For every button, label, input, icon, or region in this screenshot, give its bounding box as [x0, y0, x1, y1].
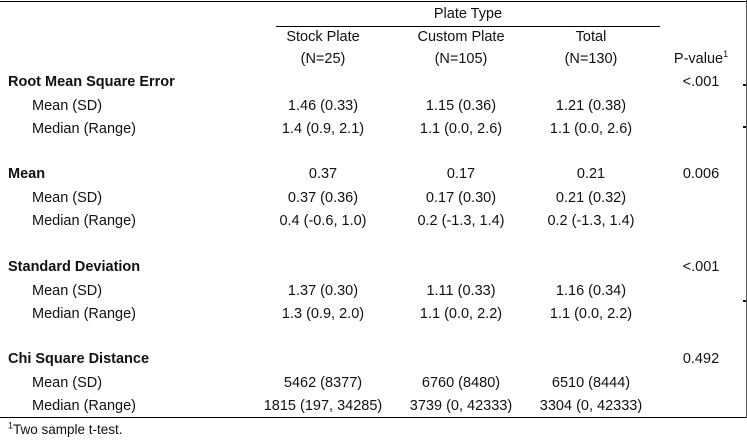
- section-summary-cell: 0.17: [446, 166, 476, 182]
- value-cell: 0.37 (0.36): [287, 189, 359, 206]
- value-cell: 1.46 (0.33): [287, 97, 359, 114]
- plate-type-header: Plate Type: [433, 6, 503, 22]
- row-label: Mean (SD): [32, 282, 103, 299]
- section-title: Chi Square Distance: [8, 351, 150, 367]
- value-cell: 1.21 (0.38): [555, 97, 627, 114]
- value-cell: 1.1 (0.0, 2.2): [549, 306, 633, 322]
- value-cell: 1.16 (0.34): [555, 282, 627, 299]
- value-cell: 1.11 (0.33): [426, 282, 496, 299]
- row-label: Mean (SD): [32, 374, 103, 391]
- value-cell: 0.2 (-1.3, 1.4): [547, 213, 635, 229]
- col-n-stock-plate: (N=25): [300, 51, 346, 67]
- value-cell: 6760 (8480): [421, 374, 501, 391]
- edge-mark: [743, 84, 746, 86]
- plate-type-underline: [276, 26, 660, 27]
- bottom-rule: [0, 417, 747, 418]
- top-rule: [0, 1, 747, 2]
- value-cell: 1.15 (0.36): [425, 97, 497, 114]
- col-header-pvalue: P-value1: [673, 49, 729, 67]
- value-cell: 0.2 (-1.3, 1.4): [417, 213, 505, 229]
- row-label: Median (Range): [32, 213, 136, 229]
- col-header-custom-plate: Custom Plate: [417, 29, 505, 45]
- value-cell: 6510 (8444): [551, 374, 631, 391]
- pvalue-cell: <.001: [682, 74, 720, 90]
- col-header-stock-plate: Stock Plate: [286, 29, 360, 45]
- section-title: Mean: [8, 166, 46, 182]
- section-title: Standard Deviation: [8, 259, 141, 275]
- value-cell: 5462 (8377): [283, 374, 363, 391]
- col-n-total: (N=130): [564, 51, 618, 67]
- row-label: Mean (SD): [32, 189, 103, 206]
- value-cell: 1815 (197, 34285): [263, 398, 383, 414]
- value-cell: 1.1 (0.0, 2.6): [419, 121, 503, 137]
- pvalue-cell: 0.492: [682, 351, 720, 367]
- value-cell: 1.4 (0.9, 2.1): [281, 121, 365, 137]
- section-title: Root Mean Square Error: [8, 74, 175, 90]
- value-cell: 3304 (0, 42333): [539, 398, 643, 414]
- value-cell: 0.4 (-0.6, 1.0): [279, 213, 367, 229]
- edge-mark: [743, 300, 746, 302]
- row-label: Median (Range): [32, 306, 136, 322]
- value-cell: 1.3 (0.9, 2.0): [281, 306, 365, 322]
- edge-mark: [743, 126, 746, 128]
- value-cell: 1.37 (0.30): [287, 282, 359, 299]
- value-cell: 0.17 (0.30): [425, 189, 497, 206]
- section-summary-cell: 0.21: [576, 166, 606, 182]
- pvalue-cell: 0.006: [682, 166, 720, 182]
- footnote: 1Two sample t-test.: [8, 420, 123, 437]
- value-cell: 1.1 (0.0, 2.2): [419, 306, 503, 322]
- row-label: Mean (SD): [32, 97, 103, 114]
- col-n-custom-plate: (N=105): [434, 51, 488, 67]
- col-header-total: Total: [575, 29, 607, 45]
- row-label: Median (Range): [32, 398, 136, 414]
- value-cell: 0.21 (0.32): [555, 189, 627, 206]
- section-summary-cell: 0.37: [308, 166, 338, 182]
- pvalue-cell: <.001: [682, 259, 720, 275]
- value-cell: 1.1 (0.0, 2.6): [549, 121, 633, 137]
- row-label: Median (Range): [32, 121, 136, 137]
- value-cell: 3739 (0, 42333): [409, 398, 513, 414]
